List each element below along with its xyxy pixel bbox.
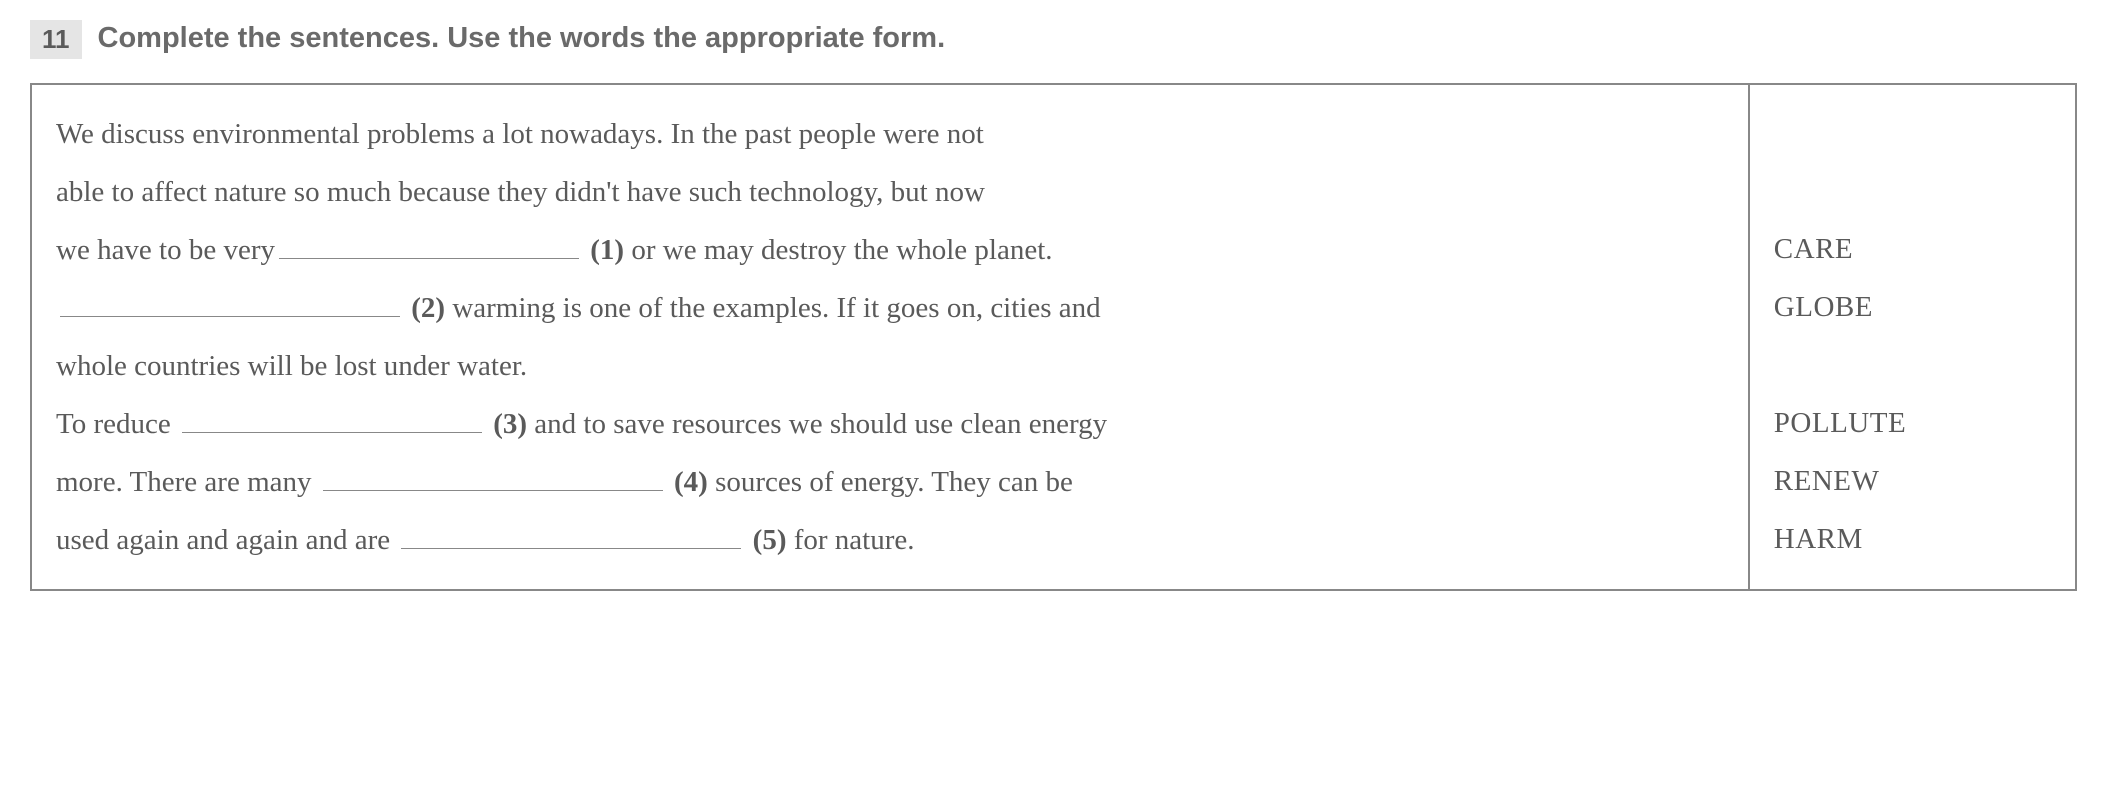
- blank-label-5: (5): [753, 524, 787, 556]
- passage-text: more. There are many: [56, 466, 319, 498]
- passage-text: We discuss environmental problems a lot …: [56, 118, 984, 150]
- passage-text: To reduce: [56, 408, 178, 440]
- word-renew: RENEW: [1774, 452, 2051, 510]
- word-harm: HARM: [1774, 510, 2051, 568]
- blank-2[interactable]: [60, 316, 400, 317]
- word-care: CARE: [1774, 220, 2051, 278]
- passage-text: able to affect nature so much because th…: [56, 176, 985, 208]
- words-cell: CARE GLOBE POLLUTE RENEW HARM: [1749, 84, 2076, 590]
- passage-cell: We discuss environmental problems a lot …: [31, 84, 1749, 590]
- content-table: We discuss environmental problems a lot …: [30, 83, 2077, 591]
- passage-text: for nature.: [786, 524, 914, 556]
- spacer: [1774, 105, 2051, 220]
- word-globe: GLOBE: [1774, 278, 2051, 336]
- blank-4[interactable]: [323, 490, 663, 491]
- exercise-header: 11 Complete the sentences. Use the words…: [30, 20, 2077, 59]
- blank-label-2: (2): [411, 292, 445, 324]
- blank-label-1: (1): [590, 234, 624, 266]
- passage-text: and to save resources we should use clea…: [527, 408, 1107, 440]
- blank-3[interactable]: [182, 432, 482, 433]
- passage-text: warming is one of the examples. If it go…: [445, 292, 1101, 324]
- blank-label-3: (3): [493, 408, 527, 440]
- passage-text: whole countries will be lost under water…: [56, 350, 527, 382]
- exercise-number: 11: [30, 20, 82, 59]
- word-pollute: POLLUTE: [1774, 394, 2051, 452]
- spacer: [1774, 336, 2051, 394]
- blank-5[interactable]: [401, 548, 741, 549]
- passage-text: or we may destroy the whole planet.: [624, 234, 1052, 266]
- passage-text: used again and again and are: [56, 524, 397, 556]
- blank-label-4: (4): [674, 466, 708, 498]
- exercise-instruction: Complete the sentences. Use the words th…: [98, 20, 946, 58]
- passage-text: sources of energy. They can be: [708, 466, 1073, 498]
- blank-1[interactable]: [279, 258, 579, 259]
- passage-text: we have to be very: [56, 234, 275, 266]
- table-row: We discuss environmental problems a lot …: [31, 84, 2076, 590]
